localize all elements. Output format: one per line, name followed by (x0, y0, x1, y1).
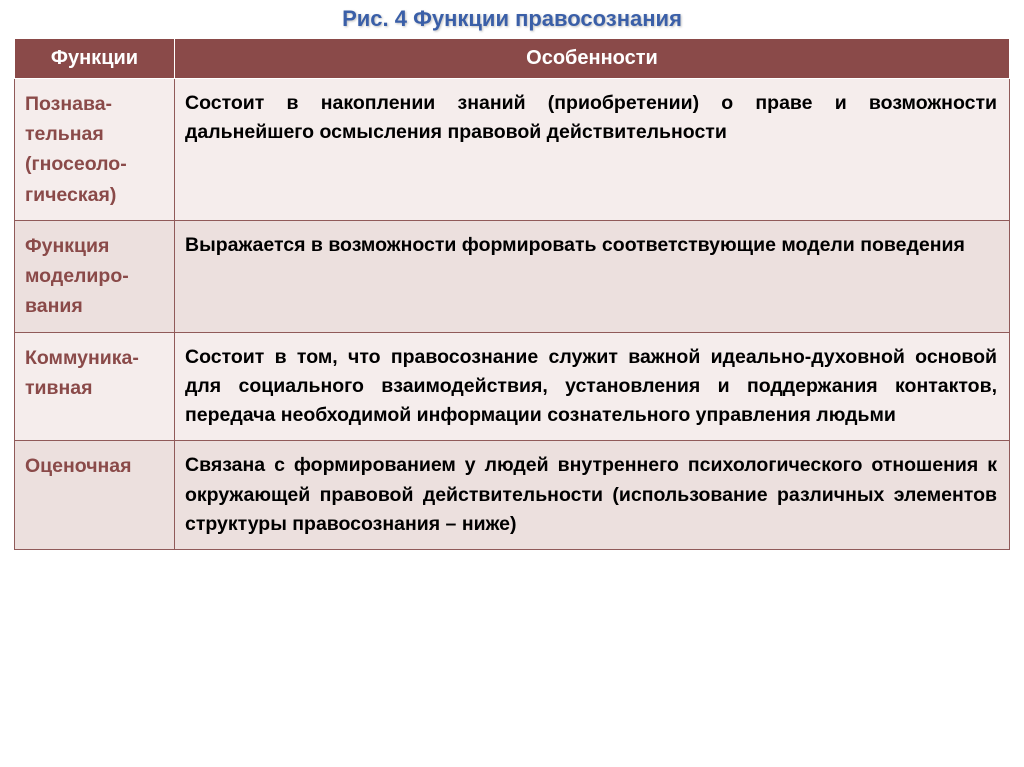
table-cell-function: Познава-тельная (гносеоло-гическая) (15, 79, 175, 221)
table-cell-feature: Выражается в возможности формировать соо… (175, 220, 1010, 332)
col-header-functions: Функции (15, 39, 175, 79)
col-header-features: Особенности (175, 39, 1010, 79)
figure-title: Рис. 4 Функции правосознания (14, 4, 1010, 38)
table-cell-feature: Состоит в накоплении знаний (приобретени… (175, 79, 1010, 221)
table-cell-function: Коммуника-тивная (15, 332, 175, 441)
functions-table: Функции Особенности Познава-тельная (гно… (14, 38, 1010, 550)
table-cell-feature: Состоит в том, что правосознание служит … (175, 332, 1010, 441)
table-cell-feature: Связана с формированием у людей внутренн… (175, 441, 1010, 550)
table-cell-function: Оценочная (15, 441, 175, 550)
table-cell-function: Функция моделиро-вания (15, 220, 175, 332)
